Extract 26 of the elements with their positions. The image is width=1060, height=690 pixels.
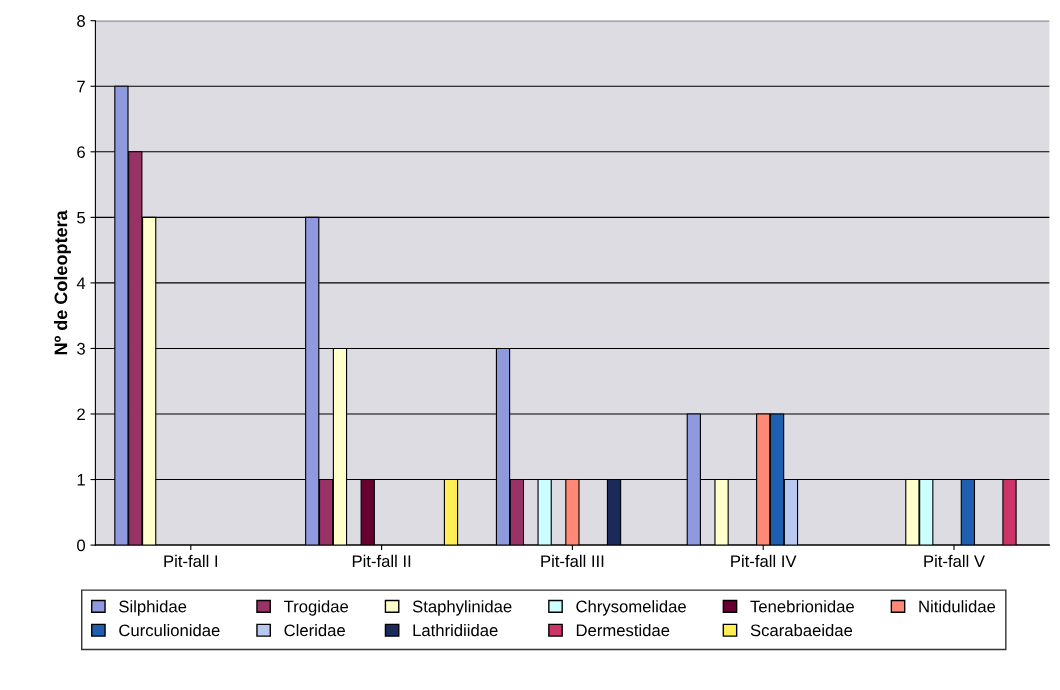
y-tick-label: 0 <box>77 539 86 552</box>
y-tick-label: 1 <box>77 474 85 486</box>
x-tick-label: Pit-fall II <box>352 554 411 568</box>
legend-label: Nitidulidae <box>919 600 996 613</box>
y-tick-label: 3 <box>77 342 85 355</box>
y-tick-label: 4 <box>76 277 86 289</box>
legend-label: Scarabaeidae <box>750 624 853 637</box>
legend-label: Staphylinidae <box>412 600 512 616</box>
x-tick-label: Pit-fall IV <box>731 554 797 568</box>
y-tick-label: 7 <box>77 80 85 93</box>
legend-label: Tenebrionidae <box>750 600 854 613</box>
y-tick-label: 5 <box>77 211 85 224</box>
legend-label: Curculionidae <box>119 624 220 637</box>
y-tick-label: 2 <box>77 408 85 421</box>
legend-label: Lathridiidae <box>413 624 498 637</box>
legend-label: Silphidae <box>119 600 187 616</box>
legend-label: Dermestidae <box>576 624 670 637</box>
legend-label: Chrysomelidae <box>576 600 686 616</box>
x-tick-label: Pit-fall I <box>164 554 218 568</box>
y-tick-label: 8 <box>77 15 85 27</box>
y-axis-title: Nº de Coleoptera <box>54 210 71 355</box>
legend-label: Cleridae <box>284 624 345 637</box>
x-tick-label: Pit-fall III <box>541 554 604 568</box>
legend-label: Trogidae <box>284 600 349 616</box>
x-tick-label: Pit-fall V <box>924 554 985 568</box>
y-tick-label: 6 <box>77 146 85 158</box>
